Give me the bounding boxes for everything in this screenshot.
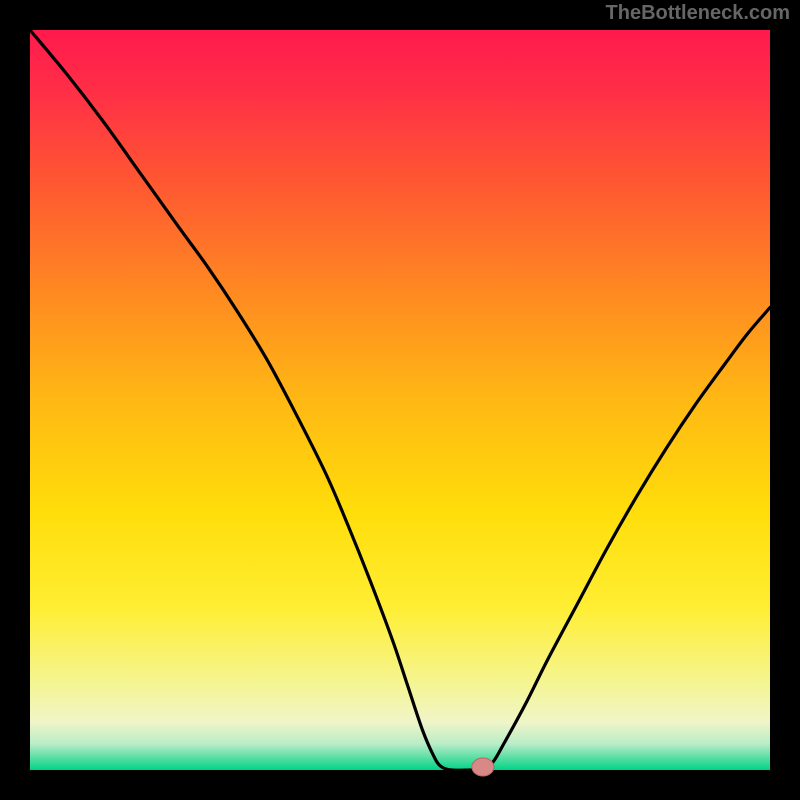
chart-container: TheBottleneck.com bbox=[0, 0, 800, 800]
optimal-point-marker bbox=[472, 758, 494, 776]
bottleneck-chart bbox=[0, 0, 800, 800]
watermark-text: TheBottleneck.com bbox=[606, 2, 790, 25]
